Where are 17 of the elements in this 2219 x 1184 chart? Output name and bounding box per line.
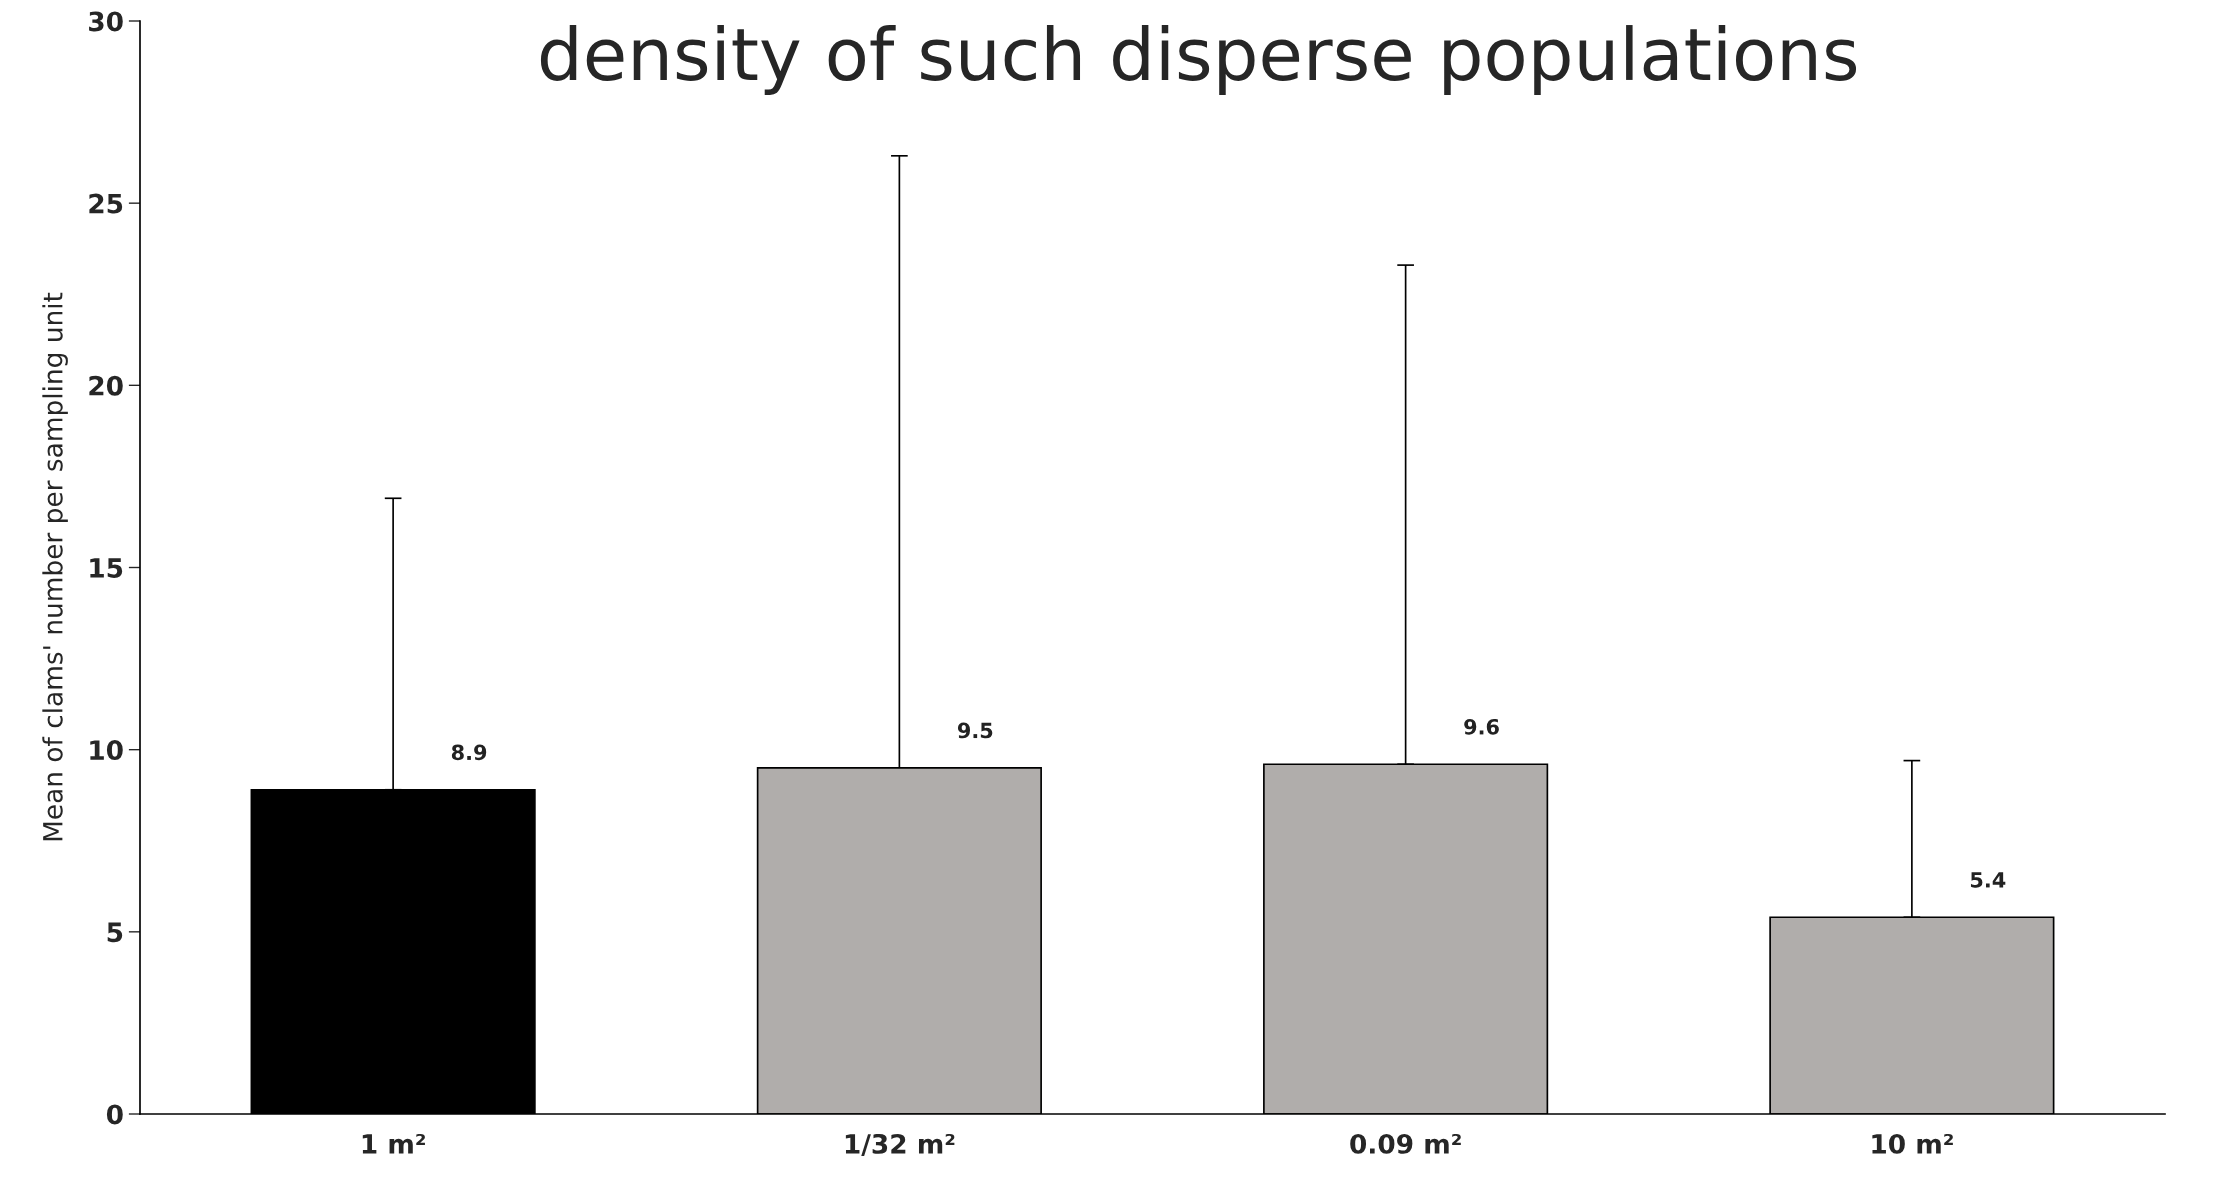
x-tick-label: 10 m² [1872, 1133, 1953, 1154]
data-label: 9.6 [1464, 718, 1499, 735]
chart-title: density of such disperse populations [540, 25, 1857, 95]
x-tick-label: 1/32 m² [845, 1133, 955, 1156]
y-tick-label: 30 [89, 11, 123, 32]
x-tick-label: 0.09 m² [1350, 1133, 1461, 1154]
y-tick-label: 20 [89, 375, 123, 396]
data-label: 5.4 [1970, 872, 2006, 888]
data-label: 8.9 [451, 744, 487, 761]
y-tick-label: 15 [90, 558, 123, 578]
y-tick-label: 25 [89, 193, 123, 214]
x-tick-label: 1 m² [362, 1133, 425, 1154]
y-axis-title: Mean of clams' number per sampling unit [42, 292, 68, 841]
data-label: 9.5 [957, 722, 993, 739]
y-tick-label: 10 [90, 740, 123, 761]
y-tick-label: 5 [107, 922, 123, 943]
y-tick-label: 0 [106, 1104, 123, 1125]
